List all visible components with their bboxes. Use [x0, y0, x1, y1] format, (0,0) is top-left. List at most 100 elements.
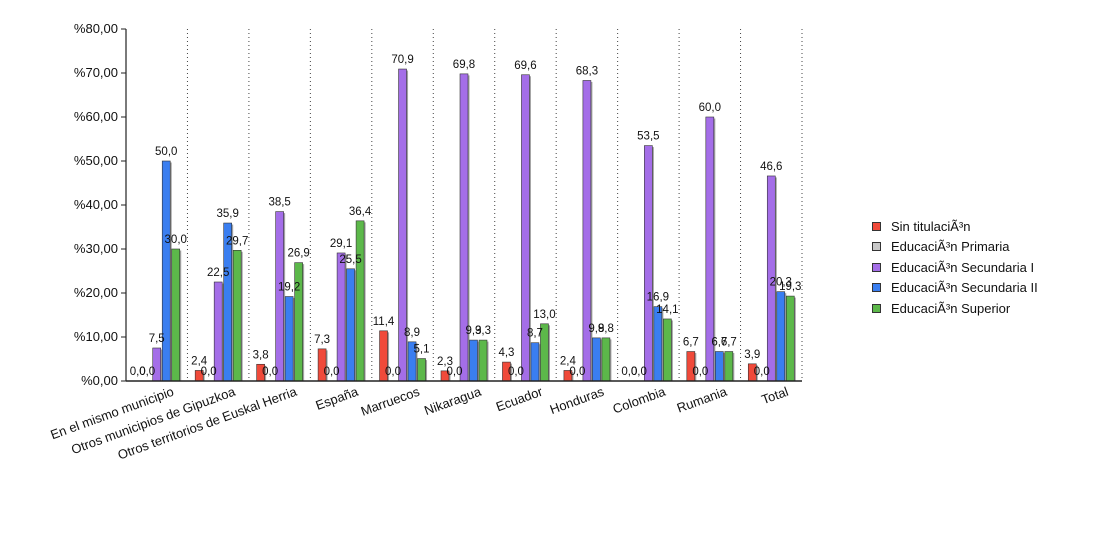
data-label: 0,0 — [447, 366, 463, 378]
bar — [161, 160, 171, 382]
data-label: 46,6 — [760, 161, 782, 173]
y-tick-label: %10,00 — [74, 329, 118, 344]
y-tick-label: %30,00 — [74, 241, 118, 256]
data-label: 9,8 — [598, 323, 614, 335]
bar — [478, 339, 488, 382]
x-tick-label: Nikaragua — [422, 383, 484, 418]
bar — [601, 337, 611, 382]
data-label: 53,5 — [637, 131, 659, 143]
bar — [785, 295, 795, 382]
bar — [417, 358, 426, 382]
data-label: 2,4 — [560, 355, 577, 367]
bar — [724, 351, 734, 382]
bar — [284, 296, 294, 382]
data-label: 0,0 — [385, 366, 401, 378]
y-tick-label: %40,00 — [74, 197, 118, 212]
data-label: 50,0 — [155, 146, 177, 158]
data-label: 9,8 — [588, 323, 604, 335]
legend-swatch — [872, 221, 881, 231]
bar — [469, 339, 478, 382]
bar — [346, 268, 355, 382]
data-label: 69,8 — [453, 59, 475, 71]
data-label: 8,9 — [404, 327, 420, 339]
y-tick-label: %80,00 — [74, 21, 118, 36]
data-label: 2,3 — [437, 356, 453, 368]
data-label: 6,7 — [721, 337, 737, 349]
data-label: 35,9 — [216, 208, 238, 220]
legend-swatch — [872, 283, 881, 293]
y-tick-label: %50,00 — [74, 153, 118, 168]
data-label: 7,3 — [314, 334, 330, 346]
legend-label: EducaciÃ³n Superior — [891, 300, 1011, 316]
data-label: 9,3 — [466, 325, 482, 337]
data-label: 19,2 — [278, 282, 300, 294]
legend-swatch — [872, 242, 881, 252]
legend-swatch — [872, 262, 881, 272]
bar — [715, 351, 724, 382]
data-label: 16,9 — [647, 292, 669, 304]
data-label: 19,3 — [779, 281, 801, 293]
data-label: 9,3 — [475, 325, 491, 337]
bar — [653, 306, 663, 382]
data-label: 8,7 — [527, 328, 543, 340]
data-label: 2,4 — [191, 355, 208, 367]
data-label: 0,0 — [631, 366, 647, 378]
data-label: 69,6 — [514, 60, 536, 72]
data-label: 0,0 — [692, 366, 708, 378]
x-tick-label: Honduras — [548, 384, 607, 418]
bar — [644, 145, 653, 382]
bar — [663, 318, 672, 382]
x-tick-label: Ecuador — [494, 383, 545, 414]
bar — [355, 220, 365, 382]
axes: %0,00 %10,00 %20,00 %30,00 %40,00 %50,00 %60,0… — [48, 21, 802, 463]
data-label: 0,0 — [201, 366, 217, 378]
data-label: 22,5 — [207, 267, 229, 279]
x-tick-label: Marruecos — [359, 384, 422, 419]
data-label: 4,3 — [498, 347, 514, 359]
data-label: 7,5 — [149, 333, 165, 345]
legend-label: EducaciÃ³n Secundaria I — [891, 259, 1035, 275]
legend-label: EducaciÃ³n Secundaria II — [891, 280, 1038, 296]
data-label: 3,9 — [744, 349, 760, 361]
bar — [592, 337, 601, 382]
bar — [275, 211, 284, 382]
data-label: 0,0 — [130, 366, 146, 378]
legend-item: Sin titulaciÃ³n — [872, 216, 1038, 237]
data-label: 0,0 — [508, 366, 524, 378]
y-tick-label: %20,00 — [74, 285, 118, 300]
data-label: 5,1 — [414, 344, 430, 356]
data-label: 68,3 — [576, 65, 598, 77]
data-label: 30,0 — [165, 234, 187, 246]
y-tick-label: %70,00 — [74, 65, 118, 80]
bar — [171, 248, 181, 382]
data-label: 0,0 — [139, 366, 155, 378]
y-tick-label: %60,00 — [74, 109, 118, 124]
bar — [232, 250, 242, 382]
grid-lines — [186, 29, 803, 381]
legend-item: EducaciÃ³n Primaria — [872, 237, 1038, 258]
data-label: 0,0 — [754, 366, 770, 378]
data-label: 14,1 — [656, 304, 678, 316]
data-label: 36,4 — [349, 206, 372, 218]
data-labels: 0,00,07,550,030,02,40,022,535,929,73,80,… — [130, 54, 802, 378]
data-label: 70,9 — [391, 54, 413, 66]
legend-swatch — [872, 303, 881, 313]
data-label: 29,7 — [226, 235, 248, 247]
data-label: 6,7 — [683, 337, 699, 349]
data-label: 11,4 — [373, 316, 395, 328]
data-label: 0,0 — [569, 366, 585, 378]
bar — [582, 80, 592, 382]
data-label: 38,5 — [268, 197, 290, 209]
legend: Sin titulaciÃ³n EducaciÃ³n Primaria Educac… — [872, 216, 1038, 319]
data-label: 0,0 — [262, 366, 278, 378]
x-tick-label: España — [314, 383, 361, 412]
bar — [530, 342, 540, 382]
bar — [336, 252, 346, 382]
data-label: 25,5 — [339, 254, 361, 266]
legend-item: EducaciÃ³n Superior — [872, 298, 1038, 319]
data-label: 0,0 — [621, 366, 637, 378]
y-tick-label: %0,00 — [81, 373, 118, 388]
bar — [776, 291, 786, 382]
x-tick-label: Total — [759, 384, 790, 408]
